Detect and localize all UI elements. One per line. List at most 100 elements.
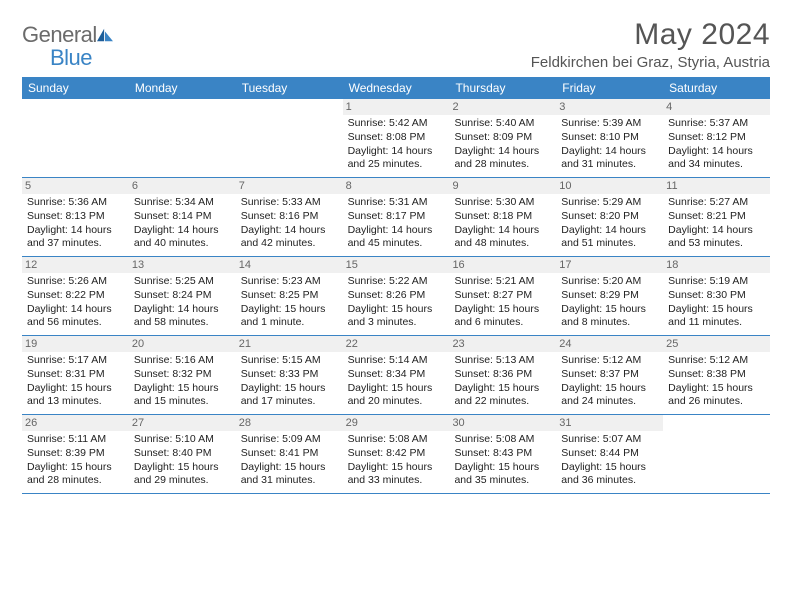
- day-number: 23: [449, 336, 556, 352]
- day-info-line: Sunset: 8:31 PM: [27, 368, 125, 382]
- day-cell: 5Sunrise: 5:36 AMSunset: 8:13 PMDaylight…: [22, 178, 129, 256]
- day-info-line: and 25 minutes.: [348, 158, 446, 172]
- day-info-line: and 15 minutes.: [134, 395, 232, 409]
- day-info-line: and 24 minutes.: [561, 395, 659, 409]
- day-info-line: Sunrise: 5:07 AM: [561, 433, 659, 447]
- weeks-container: 1Sunrise: 5:42 AMSunset: 8:08 PMDaylight…: [22, 99, 770, 494]
- day-cell: 12 Sunrise: 5:26 AMSunset: 8:22 PMDayligh…: [22, 257, 129, 335]
- day-cell: 4Sunrise: 5:37 AMSunset: 8:12 PMDaylight…: [663, 99, 770, 177]
- day-info-line: and 56 minutes.: [27, 316, 125, 330]
- day-cell: 7Sunrise: 5:33 AMSunset: 8:16 PMDaylight…: [236, 178, 343, 256]
- day-info-line: Sunrise: 5:36 AM: [27, 196, 125, 210]
- day-info-line: Sunset: 8:22 PM: [27, 289, 125, 303]
- day-info-line: Sunset: 8:24 PM: [134, 289, 232, 303]
- day-cell: 21Sunrise: 5:15 AMSunset: 8:33 PMDayligh…: [236, 336, 343, 414]
- calendar-grid: Sunday Monday Tuesday Wednesday Thursday…: [22, 77, 770, 494]
- day-info-line: Sunrise: 5:37 AM: [668, 117, 766, 131]
- day-number: 12: [22, 257, 129, 273]
- day-info-line: Sunset: 8:32 PM: [134, 368, 232, 382]
- day-info-line: Daylight: 14 hours: [134, 224, 232, 238]
- day-info-line: Sunset: 8:10 PM: [561, 131, 659, 145]
- day-info-line: Daylight: 15 hours: [561, 461, 659, 475]
- day-info-line: Sunrise: 5:26 AM: [27, 275, 125, 289]
- day-cell: [236, 99, 343, 177]
- day-info-line: Sunrise: 5:25 AM: [134, 275, 232, 289]
- day-cell: 1Sunrise: 5:42 AMSunset: 8:08 PMDaylight…: [343, 99, 450, 177]
- day-info-line: and 11 minutes.: [668, 316, 766, 330]
- day-info-line: and 31 minutes.: [561, 158, 659, 172]
- day-number: 8: [343, 178, 450, 194]
- day-info-line: and 37 minutes.: [27, 237, 125, 251]
- day-info-line: and 33 minutes.: [348, 474, 446, 488]
- day-info-line: Daylight: 15 hours: [241, 461, 339, 475]
- day-info-line: and 22 minutes.: [454, 395, 552, 409]
- day-cell: 11Sunrise: 5:27 AMSunset: 8:21 PMDayligh…: [663, 178, 770, 256]
- day-number: 17: [556, 257, 663, 273]
- day-info-line: Sunrise: 5:31 AM: [348, 196, 446, 210]
- week-row: 1Sunrise: 5:42 AMSunset: 8:08 PMDaylight…: [22, 99, 770, 178]
- brand-logo: GeneralBlue: [22, 18, 113, 69]
- day-cell: 30Sunrise: 5:08 AMSunset: 8:43 PMDayligh…: [449, 415, 556, 493]
- day-info-line: Daylight: 14 hours: [668, 145, 766, 159]
- day-info-line: Sunrise: 5:13 AM: [454, 354, 552, 368]
- day-number: 26: [22, 415, 129, 431]
- day-number: 7: [236, 178, 343, 194]
- day-info-line: Daylight: 15 hours: [348, 303, 446, 317]
- day-header-mon: Monday: [129, 77, 236, 99]
- day-number: 10: [556, 178, 663, 194]
- day-cell: [22, 99, 129, 177]
- day-info-line: Sunrise: 5:34 AM: [134, 196, 232, 210]
- day-cell: [129, 99, 236, 177]
- day-info-line: Daylight: 15 hours: [454, 382, 552, 396]
- day-info-line: Daylight: 15 hours: [348, 461, 446, 475]
- day-info-line: and 53 minutes.: [668, 237, 766, 251]
- day-info-line: Sunset: 8:09 PM: [454, 131, 552, 145]
- day-info-line: Sunrise: 5:17 AM: [27, 354, 125, 368]
- location-text: Feldkirchen bei Graz, Styria, Austria: [531, 54, 770, 71]
- day-info-line: Sunrise: 5:14 AM: [348, 354, 446, 368]
- day-number: 15: [343, 257, 450, 273]
- day-cell: 9Sunrise: 5:30 AMSunset: 8:18 PMDaylight…: [449, 178, 556, 256]
- day-info-line: Daylight: 14 hours: [27, 303, 125, 317]
- day-info-line: Daylight: 15 hours: [241, 382, 339, 396]
- day-info-line: Sunrise: 5:22 AM: [348, 275, 446, 289]
- day-cell: 29Sunrise: 5:08 AMSunset: 8:42 PMDayligh…: [343, 415, 450, 493]
- day-number: 29: [343, 415, 450, 431]
- day-number: 16: [449, 257, 556, 273]
- day-info-line: Sunset: 8:40 PM: [134, 447, 232, 461]
- day-info-line: Sunset: 8:18 PM: [454, 210, 552, 224]
- day-info-line: Sunset: 8:21 PM: [668, 210, 766, 224]
- day-info-line: Daylight: 15 hours: [454, 461, 552, 475]
- day-number: 19: [22, 336, 129, 352]
- day-info-line: Sunrise: 5:27 AM: [668, 196, 766, 210]
- day-number: 14: [236, 257, 343, 273]
- day-info-line: Sunset: 8:36 PM: [454, 368, 552, 382]
- day-info-line: Sunset: 8:39 PM: [27, 447, 125, 461]
- day-info-line: and 1 minute.: [241, 316, 339, 330]
- calendar-page: GeneralBlue May 2024 Feldkirchen bei Gra…: [0, 0, 792, 504]
- day-cell: 17Sunrise: 5:20 AMSunset: 8:29 PMDayligh…: [556, 257, 663, 335]
- day-info-line: Daylight: 14 hours: [454, 224, 552, 238]
- page-header: GeneralBlue May 2024 Feldkirchen bei Gra…: [22, 18, 770, 71]
- day-info-line: Sunset: 8:41 PM: [241, 447, 339, 461]
- day-info-line: Daylight: 14 hours: [561, 145, 659, 159]
- day-info-line: Sunset: 8:25 PM: [241, 289, 339, 303]
- day-info-line: Sunset: 8:30 PM: [668, 289, 766, 303]
- day-info-line: Daylight: 15 hours: [134, 382, 232, 396]
- day-info-line: Sunset: 8:08 PM: [348, 131, 446, 145]
- day-info-line: Sunrise: 5:11 AM: [27, 433, 125, 447]
- day-info-line: Sunrise: 5:19 AM: [668, 275, 766, 289]
- day-cell: 3Sunrise: 5:39 AMSunset: 8:10 PMDaylight…: [556, 99, 663, 177]
- day-header-sat: Saturday: [663, 77, 770, 99]
- day-number: 3: [556, 99, 663, 115]
- day-info-line: Daylight: 14 hours: [348, 145, 446, 159]
- day-info-line: Sunset: 8:34 PM: [348, 368, 446, 382]
- day-info-line: and 51 minutes.: [561, 237, 659, 251]
- day-info-line: Sunrise: 5:12 AM: [561, 354, 659, 368]
- day-info-line: Daylight: 14 hours: [668, 224, 766, 238]
- day-info-line: and 36 minutes.: [561, 474, 659, 488]
- day-header-row: Sunday Monday Tuesday Wednesday Thursday…: [22, 77, 770, 99]
- day-info-line: Sunset: 8:43 PM: [454, 447, 552, 461]
- day-number: 1: [343, 99, 450, 115]
- day-header-fri: Friday: [556, 77, 663, 99]
